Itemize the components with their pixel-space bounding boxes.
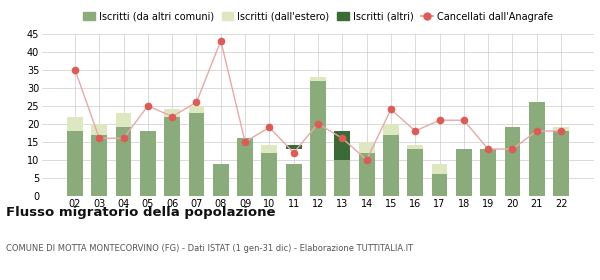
Bar <box>359 153 374 196</box>
Bar <box>262 153 277 196</box>
Bar <box>553 127 569 131</box>
Bar <box>359 142 374 153</box>
Bar <box>188 106 205 113</box>
Bar <box>310 77 326 81</box>
Bar <box>383 124 399 135</box>
Bar <box>262 146 277 153</box>
Bar <box>334 160 350 196</box>
Bar <box>116 113 131 127</box>
Bar <box>286 146 302 149</box>
Bar <box>67 116 83 131</box>
Bar <box>407 146 423 149</box>
Bar <box>553 131 569 196</box>
Bar <box>310 81 326 196</box>
Bar <box>116 127 131 196</box>
Bar <box>480 149 496 196</box>
Bar <box>456 149 472 196</box>
Bar <box>213 164 229 196</box>
Bar <box>91 135 107 196</box>
Bar <box>407 149 423 196</box>
Bar <box>140 131 156 196</box>
Text: COMUNE DI MOTTA MONTECORVINO (FG) - Dati ISTAT (1 gen-31 dic) - Elaborazione TUT: COMUNE DI MOTTA MONTECORVINO (FG) - Dati… <box>6 244 413 253</box>
Bar <box>188 113 205 196</box>
Bar <box>431 174 448 196</box>
Legend: Iscritti (da altri comuni), Iscritti (dall'estero), Iscritti (altri), Cancellati: Iscritti (da altri comuni), Iscritti (da… <box>79 8 557 25</box>
Bar <box>505 127 520 196</box>
Bar <box>164 109 180 116</box>
Bar <box>164 116 180 196</box>
Bar <box>286 164 302 196</box>
Bar <box>529 102 545 196</box>
Bar <box>91 124 107 135</box>
Bar <box>431 164 448 174</box>
Bar <box>67 131 83 196</box>
Bar <box>334 131 350 160</box>
Bar <box>237 138 253 196</box>
Text: Flusso migratorio della popolazione: Flusso migratorio della popolazione <box>6 206 275 219</box>
Bar <box>383 135 399 196</box>
